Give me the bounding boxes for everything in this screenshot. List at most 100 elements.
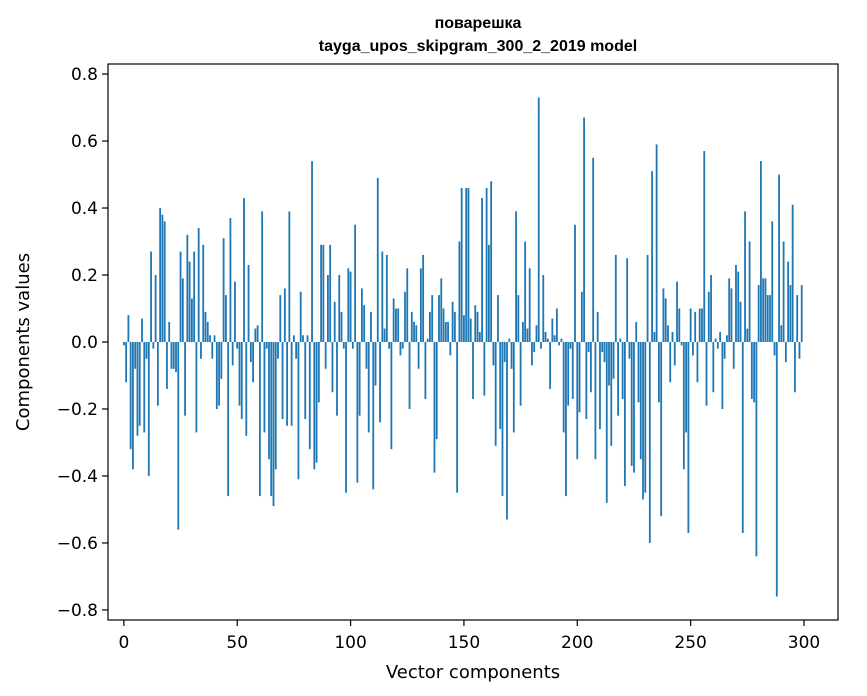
bar-component-132: [422, 254, 425, 342]
bar-component-84: [313, 342, 316, 470]
bar-component-246: [680, 342, 683, 346]
bar-component-100: [349, 271, 352, 342]
bar-component-150: [463, 315, 465, 342]
bar-component-120: [395, 308, 397, 342]
bar-component-89: [324, 342, 327, 369]
bar-component-123: [401, 342, 404, 349]
bar-component-2: [127, 315, 130, 342]
bar-component-129: [415, 325, 418, 342]
bar-component-159: [483, 342, 486, 396]
bar-component-41: [215, 342, 218, 409]
bar-component-268: [730, 288, 733, 342]
bar-component-285: [769, 295, 771, 342]
bar-component-70: [281, 342, 284, 420]
bar-component-294: [789, 285, 792, 342]
bar-component-296: [794, 342, 796, 393]
bar-component-297: [796, 295, 799, 342]
bar-component-154: [472, 342, 474, 399]
bar-component-151: [465, 187, 468, 342]
bar-component-61: [261, 211, 264, 342]
bar-component-234: [653, 331, 656, 342]
bar-component-185: [542, 275, 545, 342]
bar-component-165: [497, 295, 499, 342]
bar-component-141: [442, 308, 445, 342]
bar-component-40: [213, 335, 216, 342]
bar-component-24: [177, 342, 180, 530]
bar-component-68: [277, 342, 279, 359]
bar-component-220: [621, 342, 624, 399]
bar-component-255: [701, 308, 703, 342]
bar-component-238: [662, 288, 665, 342]
bar-component-147: [456, 342, 459, 493]
bar-component-272: [739, 301, 742, 342]
bar-component-277: [750, 342, 753, 399]
bar-component-51: [238, 342, 241, 406]
bar-component-106: [363, 305, 366, 342]
bar-component-200: [576, 342, 579, 460]
bar-component-80: [304, 342, 307, 420]
bar-component-114: [381, 251, 384, 342]
bar-component-22: [172, 342, 175, 369]
bar-component-15: [156, 342, 159, 406]
bar-component-257: [705, 342, 708, 406]
bar-component-66: [272, 342, 275, 507]
bar-component-143: [447, 321, 449, 342]
bar-component-4: [132, 342, 134, 470]
bar-component-23: [175, 342, 177, 373]
bar-component-153: [469, 318, 472, 342]
bar-component-133: [424, 342, 427, 399]
bar-component-116: [385, 254, 388, 342]
bar-component-269: [732, 342, 735, 369]
bar-component-170: [508, 338, 511, 342]
bar-component-99: [347, 268, 350, 342]
bar-component-131: [419, 268, 422, 342]
bar-component-243: [673, 342, 676, 366]
bar-component-93: [333, 301, 336, 342]
bar-component-244: [676, 281, 678, 342]
bar-component-14: [154, 275, 157, 342]
x-tick-label: 150: [448, 633, 480, 653]
bar-component-103: [356, 342, 359, 483]
bar-component-48: [231, 342, 234, 366]
bar-component-128: [413, 321, 415, 342]
bar-component-163: [492, 342, 495, 366]
bar-component-6: [136, 342, 139, 436]
bar-component-201: [578, 342, 581, 413]
bar-component-47: [229, 218, 232, 342]
bar-component-18: [163, 221, 166, 342]
bar-component-11: [147, 342, 150, 476]
bar-component-3: [129, 342, 132, 450]
bar-component-134: [426, 338, 429, 342]
bar-component-152: [467, 187, 470, 342]
bar-component-209: [596, 311, 599, 342]
bar-component-69: [279, 295, 282, 342]
bar-component-233: [651, 171, 654, 342]
bar-component-212: [603, 342, 606, 363]
bar-component-199: [574, 224, 576, 342]
bar-component-36: [204, 311, 207, 342]
bar-component-245: [678, 308, 681, 342]
bar-component-137: [433, 342, 436, 473]
bar-component-97: [342, 342, 345, 349]
bar-component-55: [247, 264, 250, 342]
bar-component-247: [682, 342, 685, 470]
bar-component-231: [646, 254, 649, 342]
x-axis-label: Vector components: [386, 662, 560, 683]
bar-component-167: [501, 342, 504, 497]
bar-component-77: [297, 342, 300, 480]
bar-component-20: [168, 321, 171, 342]
bar-component-73: [288, 211, 291, 342]
bar-component-156: [476, 311, 479, 342]
bar-component-34: [200, 342, 202, 359]
bar-component-204: [585, 342, 588, 420]
bar-component-94: [336, 342, 338, 416]
bar-component-115: [383, 328, 386, 342]
bar-component-252: [694, 311, 697, 342]
bar-component-181: [533, 342, 536, 353]
bar-component-62: [263, 342, 266, 433]
bar-component-32: [195, 342, 198, 433]
bar-component-228: [639, 342, 642, 460]
bar-component-145: [451, 301, 454, 342]
bar-component-287: [773, 342, 776, 356]
